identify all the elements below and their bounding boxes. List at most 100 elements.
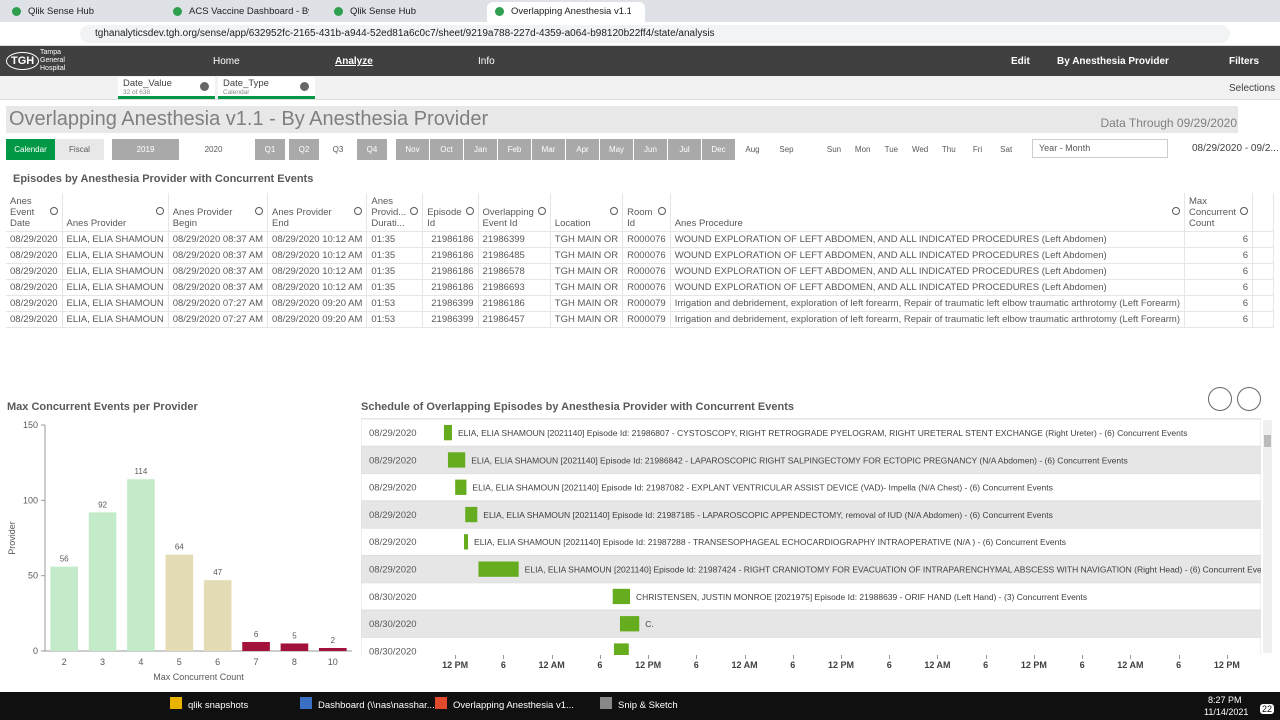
filter-button[interactable]: Sun bbox=[820, 139, 848, 160]
table-row[interactable]: 08/29/2020 ELIA, ELIA SHAMOUN 08/29/2020 0… bbox=[6, 311, 1274, 328]
bar[interactable] bbox=[165, 554, 194, 651]
table-row[interactable]: 08/29/2020 ELIA, ELIA SHAMOUN 08/29/2020 0… bbox=[6, 263, 1274, 280]
column-header[interactable]: Room Id bbox=[622, 193, 671, 232]
search-icon[interactable] bbox=[49, 207, 58, 215]
table-row[interactable]: 08/29/2020 ELIA, ELIA SHAMOUN 08/29/2020 0… bbox=[6, 279, 1274, 296]
filter-button[interactable]: Mon bbox=[848, 139, 877, 160]
nav-item[interactable]: Info bbox=[478, 56, 495, 67]
notifications[interactable]: 22 bbox=[1260, 704, 1275, 714]
filter-button[interactable]: Q1 bbox=[255, 139, 285, 160]
filter-button[interactable]: Aug bbox=[736, 139, 769, 160]
gantt-bar[interactable] bbox=[613, 643, 629, 655]
filter-button[interactable]: Thu bbox=[934, 139, 963, 160]
gantt-bar[interactable] bbox=[443, 425, 452, 441]
filter-button[interactable]: Sep bbox=[770, 139, 803, 160]
selections-button[interactable]: Selections bbox=[1229, 83, 1276, 94]
edit-button[interactable]: Edit bbox=[1011, 56, 1030, 67]
search-icon[interactable] bbox=[410, 207, 419, 215]
tab-title[interactable]: ACS Vaccine Dashboard - By Age bbox=[189, 6, 309, 17]
filter-button[interactable]: Wed bbox=[906, 139, 935, 160]
taskbar-app-label[interactable]: Overlapping Anesthesia v1... bbox=[453, 700, 574, 711]
filter-button[interactable]: Apr bbox=[566, 139, 599, 160]
column-header[interactable]: Anes Provider End bbox=[267, 193, 368, 232]
gantt-bar[interactable] bbox=[619, 616, 640, 632]
selection-chip[interactable]: Date_Type Calendar bbox=[218, 77, 315, 99]
search-icon[interactable] bbox=[155, 207, 164, 215]
browser-tab[interactable]: Qlik Sense Hub bbox=[326, 2, 484, 22]
filter-button[interactable]: Feb bbox=[498, 139, 531, 160]
url-box[interactable] bbox=[80, 25, 1230, 43]
search-icon[interactable] bbox=[465, 207, 474, 215]
filter-button[interactable]: 2020 bbox=[180, 139, 247, 160]
column-header[interactable]: Max Concurrent Count bbox=[1184, 193, 1253, 232]
table-row[interactable]: 08/29/2020 ELIA, ELIA SHAMOUN 08/29/2020 0… bbox=[6, 295, 1274, 312]
chip-clear[interactable] bbox=[300, 82, 309, 91]
more-button[interactable] bbox=[1237, 387, 1261, 411]
scroll-thumb[interactable] bbox=[1264, 435, 1271, 447]
gantt-bar[interactable] bbox=[478, 561, 519, 577]
search-icon[interactable] bbox=[354, 207, 363, 215]
date-range[interactable]: 08/29/2020 - 09/2... bbox=[1192, 143, 1279, 154]
search-icon[interactable] bbox=[1240, 207, 1248, 215]
column-header[interactable]: Anes Provider Begin bbox=[168, 193, 269, 232]
bar[interactable] bbox=[88, 512, 117, 651]
column-header[interactable]: Location bbox=[550, 193, 624, 232]
tab-title[interactable]: Qlik Sense Hub bbox=[350, 6, 417, 17]
table-row[interactable]: 08/29/2020 ELIA, ELIA SHAMOUN 08/29/2020 0… bbox=[6, 231, 1274, 248]
browser-tab[interactable]: ACS Vaccine Dashboard - By Age bbox=[165, 2, 323, 22]
taskbar-app-label[interactable]: Snip & Sketch bbox=[618, 700, 678, 711]
taskbar-app[interactable] bbox=[170, 697, 182, 709]
filter-button[interactable]: Nov bbox=[396, 139, 429, 160]
filter-button[interactable]: Jun bbox=[634, 139, 667, 160]
scrollbar[interactable] bbox=[1263, 420, 1272, 653]
bar[interactable] bbox=[318, 647, 347, 651]
filter-button[interactable]: Jan bbox=[464, 139, 497, 160]
column-header[interactable]: Anes Provid... Durati... bbox=[366, 193, 424, 232]
url[interactable]: tghanalyticsdev.tgh.org/sense/app/632952… bbox=[95, 28, 715, 39]
search-icon[interactable] bbox=[610, 207, 619, 215]
dropdown-label[interactable]: Year - Month bbox=[1039, 143, 1091, 153]
gantt-bar[interactable] bbox=[612, 588, 631, 605]
gantt-bar[interactable] bbox=[447, 452, 466, 468]
nav-item[interactable]: Analyze bbox=[335, 56, 373, 67]
taskbar-app-label[interactable]: Dashboard (\\nas\nasshar... bbox=[318, 700, 435, 711]
filter-button[interactable]: May bbox=[600, 139, 633, 160]
table-row[interactable]: 08/29/2020 ELIA, ELIA SHAMOUN 08/29/2020 0… bbox=[6, 247, 1274, 264]
filter-button[interactable]: Calendar bbox=[6, 139, 55, 160]
taskbar-app[interactable] bbox=[300, 697, 312, 709]
filters-button[interactable]: Filters bbox=[1229, 56, 1260, 67]
filter-button[interactable]: Fiscal bbox=[55, 139, 104, 160]
filter-button[interactable]: Sat bbox=[992, 139, 1021, 160]
filter-button[interactable]: Q4 bbox=[357, 139, 387, 160]
nav-item[interactable]: Home bbox=[213, 56, 240, 67]
dropdown[interactable] bbox=[1032, 139, 1168, 158]
expand-button[interactable] bbox=[1208, 387, 1232, 411]
bar[interactable] bbox=[50, 566, 79, 651]
bar[interactable] bbox=[242, 641, 270, 651]
filter-button[interactable]: Q2 bbox=[289, 139, 319, 160]
selection-chip[interactable]: Date_Value 32 of 638 bbox=[118, 77, 215, 99]
taskbar-app-label[interactable]: qlik snapshots bbox=[188, 700, 249, 711]
filter-button[interactable]: Q3 bbox=[323, 139, 353, 160]
sheet-selector[interactable]: By Anesthesia Provider bbox=[1057, 56, 1169, 67]
bar[interactable] bbox=[203, 580, 232, 651]
taskbar-app[interactable] bbox=[600, 697, 612, 709]
column-header[interactable]: Episode Id bbox=[422, 193, 479, 232]
gantt-bar[interactable] bbox=[455, 479, 467, 495]
filter-button[interactable]: Oct bbox=[430, 139, 463, 160]
browser-tab[interactable]: Qlik Sense Hub bbox=[4, 2, 162, 22]
column-header[interactable]: Anes Provider bbox=[62, 193, 169, 232]
search-icon[interactable] bbox=[537, 207, 546, 215]
filter-button[interactable]: Fri bbox=[963, 139, 992, 160]
filter-button[interactable]: Dec bbox=[702, 139, 735, 160]
search-icon[interactable] bbox=[255, 207, 264, 215]
filter-button[interactable]: 2019 bbox=[112, 139, 179, 160]
bar[interactable] bbox=[280, 643, 309, 651]
column-header[interactable]: Overlapping Event Id bbox=[478, 193, 551, 232]
chip-clear[interactable] bbox=[200, 82, 209, 91]
tab-title[interactable]: Overlapping Anesthesia v1.1 - By bbox=[511, 6, 631, 17]
taskbar-app[interactable] bbox=[435, 697, 447, 709]
column-header[interactable]: Anes Event Date bbox=[6, 193, 63, 232]
gantt-bar[interactable] bbox=[464, 534, 469, 550]
bar[interactable] bbox=[127, 479, 155, 651]
